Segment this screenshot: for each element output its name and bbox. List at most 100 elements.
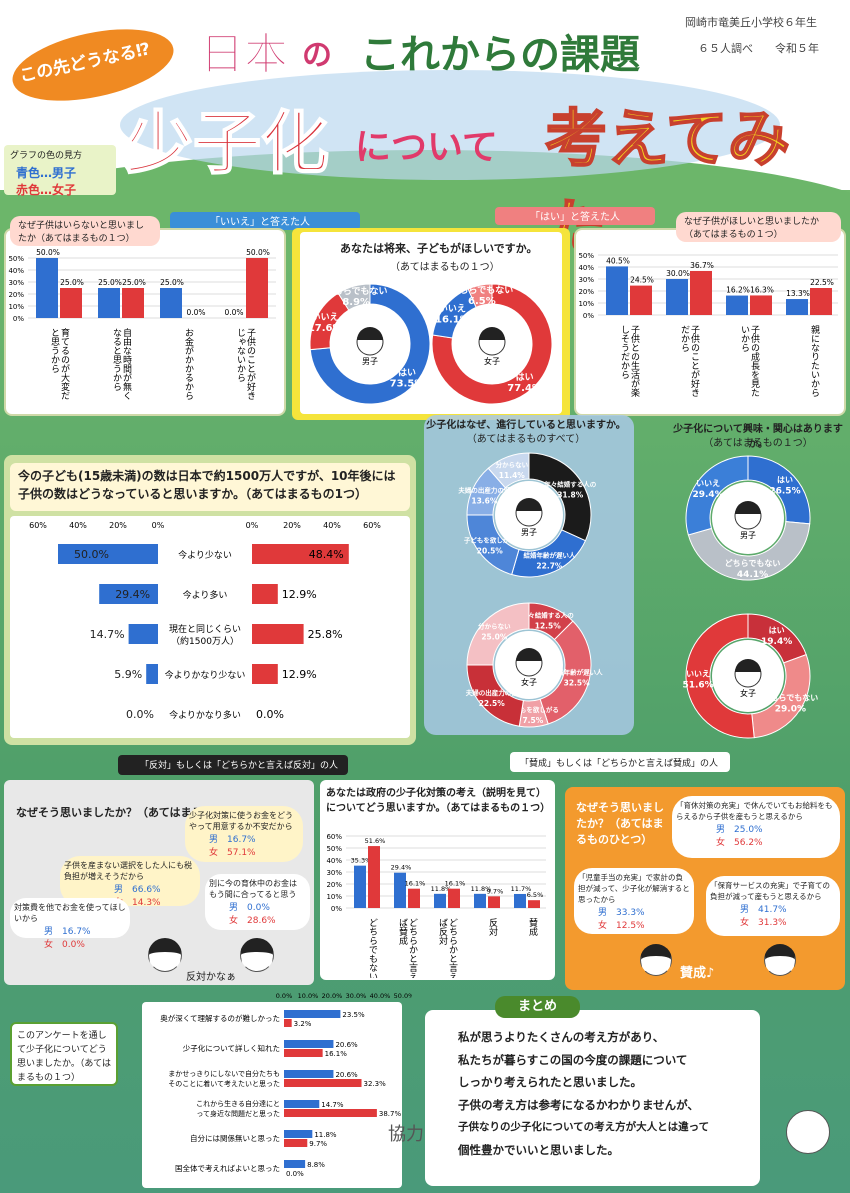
data-label: 13.3%	[786, 289, 810, 298]
bar	[606, 266, 628, 315]
data-label: 48.4%	[309, 548, 344, 561]
data-label: 16.2%	[726, 286, 750, 295]
favor-r3-m: 男 41.7%	[740, 905, 787, 915]
slice-value: 44.1%	[737, 570, 768, 580]
bar	[252, 544, 349, 564]
against-r3-m: 男 16.7%	[44, 927, 91, 937]
chart-interest: はい26.5%どちらでもない44.1%いいえ29.4%男子はい19.4%どちらで…	[682, 455, 819, 739]
slice-label: いいえ	[439, 303, 466, 314]
y-tick-label: 30%	[578, 276, 594, 284]
slice-label: はい	[777, 475, 793, 484]
data-label: 22.5%	[810, 278, 834, 287]
data-label: 50.0%	[74, 548, 109, 561]
bar	[284, 1109, 377, 1117]
summary-title: まとめ	[495, 996, 580, 1018]
slice-value: 29.0%	[775, 705, 806, 715]
donut-slice	[467, 283, 493, 308]
category-label: 今よりかなり多い	[169, 709, 241, 721]
data-label: 24.5%	[630, 276, 654, 285]
data-label: 5.9%	[114, 668, 142, 681]
category-label: 今よりかなり少ない	[165, 669, 246, 681]
data-label: 16.1%	[445, 880, 466, 888]
data-label: 14.7%	[90, 628, 125, 641]
category-label: 子供のことが好き	[689, 325, 700, 397]
bar	[99, 584, 158, 604]
summary-line: 子供なりの少子化についての考え方が大人とは違って	[458, 1121, 710, 1133]
slice-value: 29.4%	[692, 490, 723, 500]
bar	[408, 888, 420, 908]
y-tick-label: 0%	[583, 312, 594, 320]
donut-center-label: 男子	[740, 531, 756, 540]
category-label: 現在と同じくらい	[169, 623, 241, 635]
chart-why-progress: 年々結婚する人の 31.8% 結婚年齢が遅い人 22.7% 子どもを欲しがる 20.5% 夫…	[458, 452, 604, 728]
question-box: このアンケートを通して少子化についてどう思いましたか。（あてはまるもの１つ）	[10, 1022, 118, 1086]
arrow-yes-label: 「はい」と答えた人	[530, 212, 620, 223]
boy-face-icon-2	[764, 944, 796, 976]
data-label: 0.0%	[256, 708, 284, 721]
favor-reason-2: 「児童手当の充実」で家計の負担が減って、少子化が解消すると思ったから男 33.3…	[574, 868, 694, 934]
donut-slice	[685, 455, 749, 536]
panel-yes-reason	[574, 228, 846, 416]
arrow-against	[118, 755, 348, 775]
favor-r2-m: 男 33.3%	[598, 908, 645, 918]
arrow-no	[170, 212, 360, 230]
girl-face-icon-2	[640, 944, 672, 976]
favor-r1-f: 女 56.2%	[716, 838, 763, 848]
category-label: まかせっきりにしないで自分たちも	[168, 1069, 280, 1078]
slice-label: どちらでもない	[763, 693, 819, 703]
slice-value: 31.8%	[557, 490, 584, 499]
bar	[284, 1049, 323, 1057]
x-tick-label: 30.0%	[346, 992, 367, 1000]
data-label: 50.0%	[246, 248, 270, 257]
slice-value: 16.1%	[435, 314, 470, 325]
data-label: 12.9%	[282, 668, 317, 681]
category-label: どちらかと言え	[447, 918, 458, 978]
data-label: 32.3%	[364, 1080, 387, 1088]
bar	[284, 1100, 320, 1108]
category-label: 反対	[487, 918, 498, 936]
slice-value: 20.5%	[477, 546, 504, 555]
slice-label: どちらでもない	[725, 558, 781, 568]
summary-panel	[425, 1010, 760, 1186]
against-reason-2: 子供を産まない選択をした人にも税負担が増えそうだから男 66.6% 女 14.3%	[60, 856, 200, 908]
arrow-against-label: 「反対」もしくは「どちらかと言えば反対」の人	[140, 761, 339, 771]
slice-value: 12.5%	[535, 622, 562, 631]
hair-icon	[516, 648, 542, 661]
chart-policy: 60% 50% 40% 30% 20% 10% 0% 35.3% 51.6% どちらでもない 29.…	[326, 833, 546, 978]
bar	[630, 285, 652, 315]
category-label: ば反対	[437, 918, 448, 945]
category-label: 子供のことが好き	[245, 328, 256, 400]
data-label: 25.0%	[160, 278, 184, 287]
x-tick-label: 40%	[323, 521, 341, 530]
data-label: 11.8%	[314, 1131, 337, 1139]
bar	[750, 295, 772, 315]
donut-slice	[487, 452, 530, 489]
summary-text: 私が思うよりたくさんの考え方があり、 私たちが暮らすこの国の今度の課題について …	[458, 1026, 758, 1161]
against-r4-text: 別に今の育休中のお金は もう間に合ってると思う	[209, 879, 297, 899]
bar	[284, 1070, 334, 1078]
donut-slice	[309, 283, 431, 405]
bar	[284, 1010, 341, 1018]
bar	[284, 1040, 334, 1048]
category-label: 少子化について詳しく知れた	[183, 1043, 280, 1053]
x-tick-label: 20%	[283, 521, 301, 530]
data-label: 14.7%	[321, 1101, 344, 1109]
legend-blue: 青色…男子	[16, 166, 77, 180]
bar	[810, 288, 832, 315]
cloud-decoration	[120, 70, 780, 180]
data-label: 20.6%	[335, 1041, 358, 1049]
bar	[354, 865, 366, 908]
category-label: しそうだから	[619, 325, 630, 379]
y-tick-label: 40%	[326, 857, 342, 865]
x-tick-label: 0%	[152, 521, 165, 530]
category-label: ば賛成	[397, 918, 408, 946]
against-r1-text: 少子化対策に使うお金をどうやって用意するか不安だから	[189, 811, 293, 831]
slice-label: 年々結婚する人の	[522, 611, 575, 620]
bar	[284, 1079, 362, 1087]
data-label: 3.2%	[294, 1020, 312, 1028]
boy-face-icon	[148, 938, 182, 972]
slice-label: 結婚年齢が遅い人	[551, 667, 604, 676]
slice-label: 子どもを欲しがる	[464, 535, 516, 544]
bar	[284, 1019, 292, 1027]
slice-label: はい	[398, 368, 416, 379]
